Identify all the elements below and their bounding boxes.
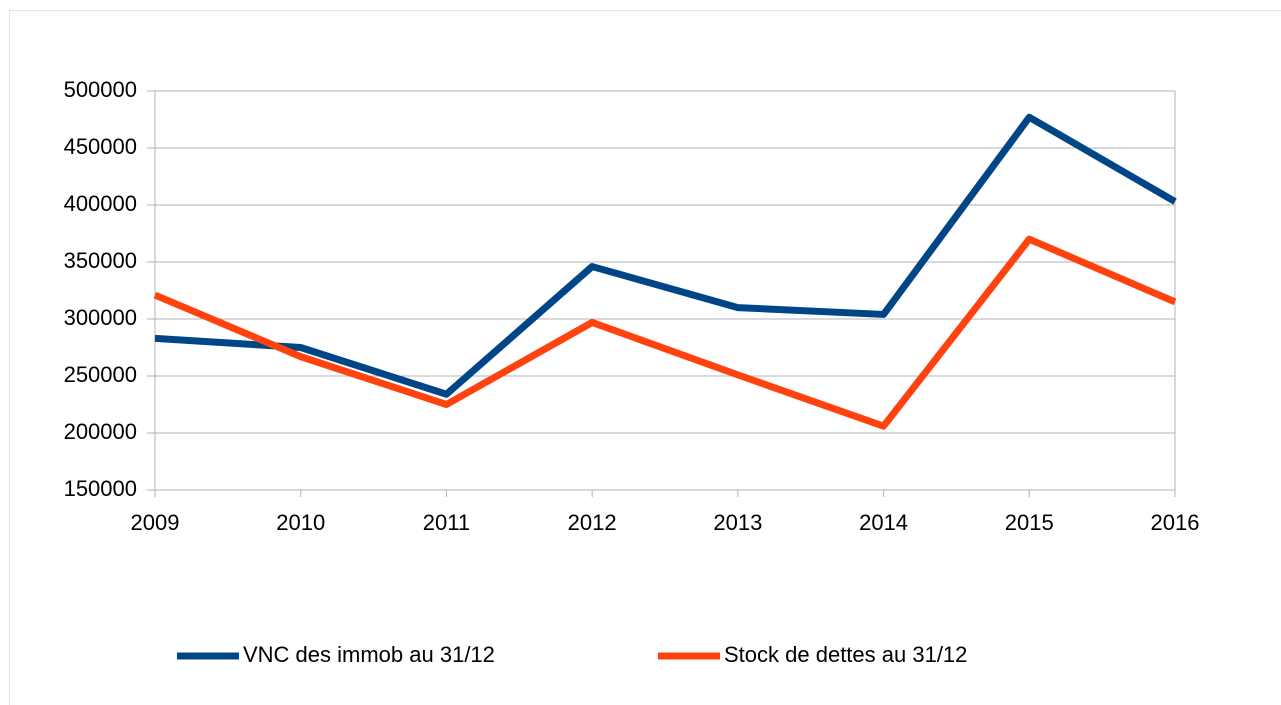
- x-tick-label: 2011: [423, 510, 470, 535]
- y-tick-label: 500000: [64, 77, 137, 102]
- x-tick-label: 2014: [859, 510, 908, 535]
- y-tick-label: 250000: [64, 362, 137, 387]
- y-tick-label: 200000: [64, 419, 137, 444]
- y-tick-label: 300000: [64, 305, 137, 330]
- x-tick-label: 2016: [1151, 510, 1200, 535]
- y-tick-label: 150000: [64, 476, 137, 501]
- series-line: [154, 113, 1177, 398]
- x-tick-label: 2009: [131, 510, 180, 535]
- chart-frame: [9, 10, 1281, 705]
- y-tick-label: 450000: [64, 134, 137, 159]
- series-line: [153, 235, 1177, 430]
- legend-label: Stock de dettes au 31/12: [724, 642, 967, 667]
- y-tick-label: 350000: [64, 248, 137, 273]
- y-tick-label: 400000: [64, 191, 137, 216]
- x-tick-label: 2012: [568, 510, 617, 535]
- x-tick-label: 2013: [713, 510, 762, 535]
- x-tick-label: 2015: [1005, 510, 1054, 535]
- legend-label: VNC des immob au 31/12: [243, 642, 495, 667]
- x-tick-label: 2010: [276, 510, 325, 535]
